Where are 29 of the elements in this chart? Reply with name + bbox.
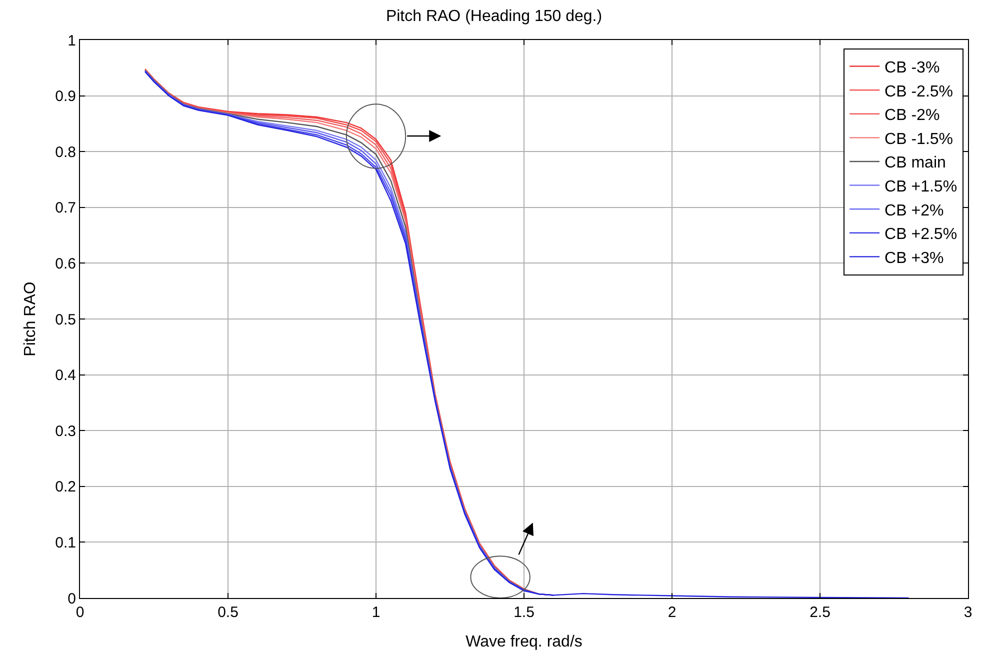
y-tick-label: 0.3 <box>55 422 76 440</box>
legend-label: CB +1.5% <box>884 178 958 196</box>
y-tick-label: 0.9 <box>55 88 76 106</box>
y-tick-label: 0.4 <box>55 367 76 384</box>
legend-label: CB main <box>884 154 946 172</box>
legend-label: CB -1.5% <box>884 130 954 148</box>
x-tick-label: 2.5 <box>810 604 830 621</box>
legend-label: CB -2% <box>884 107 940 124</box>
y-tick-label: 0.6 <box>55 255 76 272</box>
y-tick-label: 0 <box>68 590 76 608</box>
legend-label: CB -2.5% <box>884 83 954 100</box>
y-axis-title: Pitch RAO <box>22 282 40 356</box>
x-axis-title: Wave freq. rad/s <box>466 634 582 651</box>
y-tick-label: 0.2 <box>55 478 76 496</box>
legend-label: CB +2% <box>884 202 944 220</box>
x-tick-label: 3 <box>964 604 972 621</box>
x-tick-label: 1 <box>372 604 380 621</box>
x-tick-label: 2 <box>668 604 676 621</box>
y-tick-label: 0.7 <box>55 200 76 217</box>
y-tick-label: 0.1 <box>55 534 76 552</box>
y-tick-label: 0.8 <box>55 144 76 161</box>
legend-label: CB -3% <box>884 60 940 77</box>
legend-label: CB +2.5% <box>884 226 958 244</box>
chart-title: Pitch RAO (Heading 150 deg.) <box>386 8 602 26</box>
legend-label: CB +3% <box>884 250 944 267</box>
x-tick-label: 0.5 <box>218 604 238 621</box>
x-tick-label: 1.5 <box>514 604 534 621</box>
y-tick-label: 1 <box>68 32 76 50</box>
y-tick-label: 0.5 <box>55 311 76 328</box>
